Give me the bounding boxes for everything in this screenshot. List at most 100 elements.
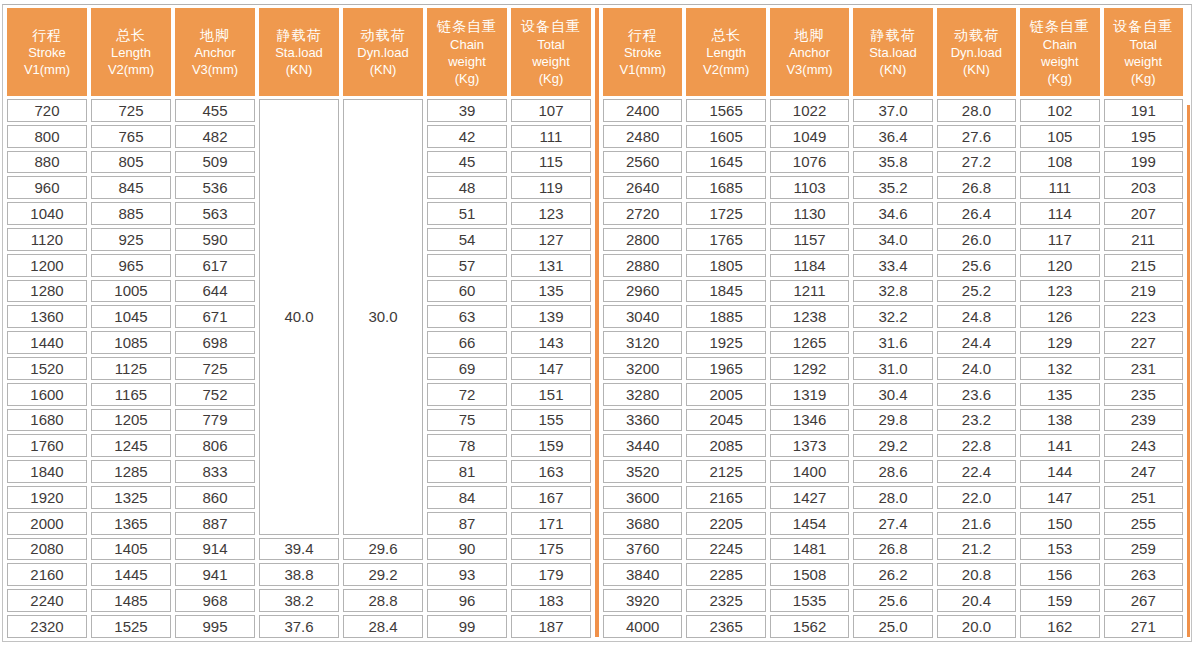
cell: 2480 [603,125,682,148]
cell: 1760 [7,434,87,457]
cell: 33.4 [853,254,932,277]
cell: 211 [1104,228,1183,251]
table-row: 37602245148126.821.2153259 [603,538,1183,561]
cell: 69 [427,357,507,380]
cell: 120 [1020,254,1099,277]
cell: 1685 [686,176,765,199]
cell: 941 [175,563,255,586]
cell: 1405 [91,538,171,561]
cell: 150 [1020,512,1099,535]
cell: 1184 [770,254,849,277]
cell: 138 [1020,409,1099,432]
cell: 2045 [686,409,765,432]
cell: 235 [1104,383,1183,406]
cell: 914 [175,538,255,561]
spec-table-left: 行程StrokeV1(mm)总长LengthV2(mm)地脚AnchorV3(m… [3,5,595,641]
cell: 25.6 [937,254,1016,277]
cell: 195 [1104,125,1183,148]
cell: 39.4 [259,538,339,561]
cell: 119 [511,176,591,199]
cell: 26.2 [853,563,932,586]
cell: 117 [1020,228,1099,251]
cell: 3760 [603,538,682,561]
cell: 187 [511,615,591,638]
cell: 1200 [7,254,87,277]
cell: 29.2 [343,563,423,586]
cell: 1920 [7,486,87,509]
cell: 23.2 [937,409,1016,432]
cell: 21.2 [937,538,1016,561]
cell: 1005 [91,280,171,303]
cell: 271 [1104,615,1183,638]
table-row: 24801605104936.427.6105195 [603,125,1183,148]
cell: 159 [511,434,591,457]
cell: 22.4 [937,460,1016,483]
cell: 231 [1104,357,1183,380]
cell: 482 [175,125,255,148]
cell: 219 [1104,280,1183,303]
cell: 147 [511,357,591,380]
cell: 108 [1020,151,1099,174]
cell: 35.2 [853,176,932,199]
cell: 2560 [603,151,682,174]
cell: 48 [427,176,507,199]
cell: 27.4 [853,512,932,535]
cell: 1165 [91,383,171,406]
table-row: 2240148596838.228.896183 [7,589,591,612]
cell: 45 [427,151,507,174]
cell: 102 [1020,99,1099,122]
cell: 22.8 [937,434,1016,457]
cell: 1840 [7,460,87,483]
cell: 28.6 [853,460,932,483]
cell: 845 [91,176,171,199]
cell: 671 [175,305,255,328]
cell: 860 [175,486,255,509]
cell: 1085 [91,331,171,354]
cell: 99 [427,615,507,638]
cell: 1600 [7,383,87,406]
table-row: 2320152599537.628.499187 [7,615,591,638]
cell: 153 [1020,538,1099,561]
cell: 131 [511,254,591,277]
cell: 139 [511,305,591,328]
cell: 35.8 [853,151,932,174]
cell: 81 [427,460,507,483]
cell: 887 [175,512,255,535]
table-row: 32802005131930.423.6135235 [603,383,1183,406]
cell: 1125 [91,357,171,380]
cell: 183 [511,589,591,612]
cell: 1319 [770,383,849,406]
cell: 29.8 [853,409,932,432]
cell: 25.6 [853,589,932,612]
cell: 167 [511,486,591,509]
cell: 2245 [686,538,765,561]
cell: 123 [511,202,591,225]
cell: 885 [91,202,171,225]
cell: 880 [7,151,87,174]
column-header: 静载荷Sta.load(KN) [853,8,932,96]
cell: 247 [1104,460,1183,483]
cell: 1365 [91,512,171,535]
cell: 1535 [770,589,849,612]
table-row: 32001965129231.024.0132231 [603,357,1183,380]
cell: 805 [91,151,171,174]
cell: 2000 [7,512,87,535]
cell: 255 [1104,512,1183,535]
column-header: 行程StrokeV1(mm) [603,8,682,96]
table-row: 30401885123832.224.8126223 [603,305,1183,328]
cell: 3680 [603,512,682,535]
table-row: 29601845121132.825.2123219 [603,280,1183,303]
cell: 1805 [686,254,765,277]
cell: 1525 [91,615,171,638]
table-row: 31201925126531.624.4129227 [603,331,1183,354]
cell: 1565 [686,99,765,122]
column-header: 动载荷Dyn.load(KN) [937,8,1016,96]
cell: 26.0 [937,228,1016,251]
cell: 1765 [686,228,765,251]
cell: 779 [175,409,255,432]
cell: 267 [1104,589,1183,612]
cell: 2365 [686,615,765,638]
column-header: 行程StrokeV1(mm) [7,8,87,96]
cell: 2205 [686,512,765,535]
cell: 2125 [686,460,765,483]
